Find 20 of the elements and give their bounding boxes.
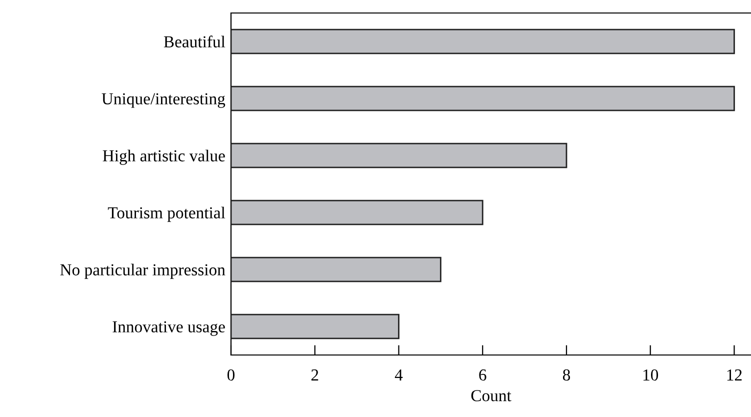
y-tick-label: Tourism potential: [108, 206, 226, 222]
y-tick-label: Beautiful: [164, 36, 226, 48]
bar: [231, 256, 442, 282]
x-tick-label: 4: [394, 369, 403, 380]
x-tick-label: 0: [227, 369, 235, 381]
bar: [231, 28, 735, 54]
x-tick-label: 10: [643, 369, 658, 381]
x-tick-label: 2: [311, 369, 318, 380]
x-axis-title: Count: [471, 390, 512, 402]
bar: [231, 86, 735, 112]
y-tick-label: Innovative usage: [112, 321, 225, 336]
y-tick-label: High artistic value: [102, 150, 225, 165]
bar: [231, 200, 484, 226]
x-tick-label: 12: [727, 369, 742, 380]
x-tick-label: 6: [479, 369, 486, 381]
x-tick-label: 8: [562, 369, 570, 381]
y-tick-label: No particular impression: [60, 264, 226, 279]
bar: [231, 314, 400, 340]
bar: [231, 142, 568, 168]
y-tick-label: Unique/interesting: [102, 93, 226, 108]
